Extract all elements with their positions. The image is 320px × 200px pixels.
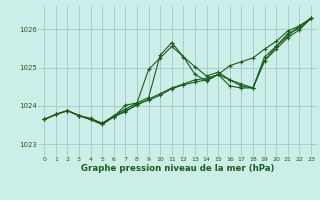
X-axis label: Graphe pression niveau de la mer (hPa): Graphe pression niveau de la mer (hPa) [81,164,274,173]
